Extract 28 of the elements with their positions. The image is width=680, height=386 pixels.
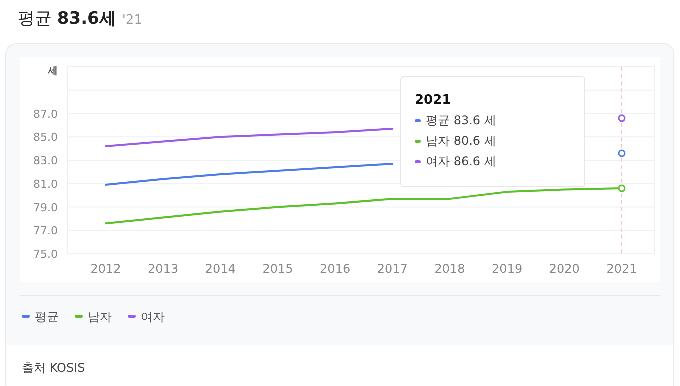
annotation: 평균 83.6 세 (426, 114, 496, 128)
x-tick-label: 2015 (262, 262, 294, 276)
source-note: 출처 KOSIS (22, 361, 86, 375)
x-tick-label: 2019 (492, 262, 523, 276)
y-tick-label: 79.0 (34, 201, 58, 214)
x-tick-label: 2013 (148, 262, 179, 276)
annotation: 2021 (415, 93, 452, 108)
annotation: 남자 80.6 세 (426, 134, 496, 148)
legend-label: 여자 (141, 310, 165, 324)
y-tick-label: 77.0 (34, 224, 58, 238)
x-tick-label: 2017 (377, 262, 408, 276)
x-tick-label: 2012 (90, 262, 122, 276)
x-tick-label: 2014 (205, 262, 236, 276)
y-tick-label: 83.0 (34, 154, 58, 168)
y-tick-label: 75.0 (34, 248, 58, 261)
x-tick-label: 2021 (606, 262, 638, 276)
annotation: 여자 86.6 세 (426, 154, 496, 168)
y-axis-title: 세 (47, 66, 58, 77)
x-tick-label: 2020 (549, 262, 580, 276)
legend-label: 남자 (88, 310, 112, 324)
chart-subtitle: '21 (122, 13, 142, 28)
legend-label: 평균 (35, 310, 59, 324)
y-tick-label: 81.0 (34, 178, 58, 191)
y-tick-label: 87.0 (34, 108, 58, 121)
chart-title: 평균 83.6세 (18, 9, 116, 29)
x-tick-label: 2018 (434, 262, 466, 276)
x-tick-label: 2016 (320, 262, 351, 276)
y-tick-label: 85.0 (34, 131, 58, 144)
